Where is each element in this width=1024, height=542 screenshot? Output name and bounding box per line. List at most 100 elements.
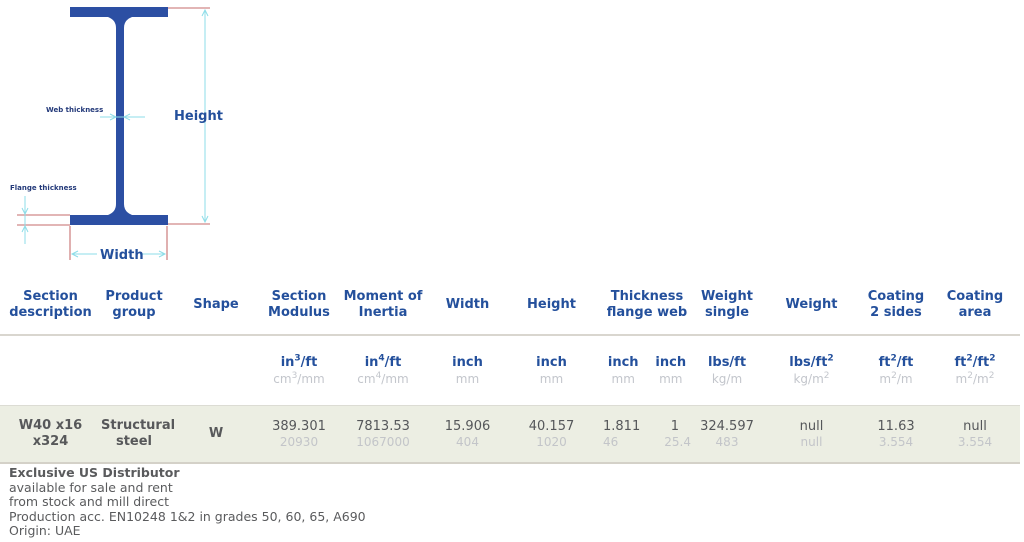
height-label: Height bbox=[174, 109, 223, 124]
coating-area-imperial-value: null bbox=[963, 418, 987, 434]
unit-thickness-flange-metric: mm bbox=[611, 371, 635, 386]
header-weight-single: Weight single bbox=[693, 276, 761, 336]
cell-shape: W bbox=[167, 405, 265, 464]
unit-thickness-flange-imperial: inch bbox=[607, 354, 639, 370]
width-metric-value: 404 bbox=[456, 434, 479, 449]
cell-thickness: 1.811 46 1 25.4 bbox=[601, 405, 693, 464]
fillet-top-left bbox=[108, 17, 116, 28]
weight-metric-value: null bbox=[800, 434, 823, 449]
cell-weight-single: 324.597 483 bbox=[693, 405, 761, 464]
shape-value: W bbox=[208, 426, 224, 441]
unit-shape bbox=[167, 335, 265, 406]
notes-line: from stock and mill direct bbox=[9, 494, 170, 510]
unit-width-imperial: inch bbox=[452, 354, 483, 370]
web-arrow-right bbox=[122, 113, 131, 121]
unit-weight-single-metric: kg/m bbox=[711, 371, 743, 386]
distributor-notes: Exclusive US Distributor available for s… bbox=[9, 465, 366, 539]
unit-moment-of-inertia-imperial: in4/ft bbox=[364, 353, 402, 370]
coating-area-metric-value: 3.554 bbox=[957, 434, 993, 449]
cell-weight: null null bbox=[761, 405, 862, 464]
thickness-flange-imperial-value: 1.811 bbox=[603, 418, 641, 434]
height-metric-value: 1020 bbox=[536, 434, 567, 449]
notes-title: Exclusive US Distributor bbox=[9, 465, 180, 480]
beam-diagram: Height Web thickness Flange thickness Wi… bbox=[0, 0, 240, 268]
unit-thickness-web-imperial: inch bbox=[655, 354, 687, 370]
unit-width-metric: mm bbox=[455, 371, 480, 386]
unit-weight-single-imperial: lbs/ft bbox=[707, 354, 747, 370]
unit-thickness: inch mm inch mm bbox=[601, 335, 693, 406]
unit-thickness-web-metric: mm bbox=[659, 371, 683, 386]
header-height: Height bbox=[502, 276, 601, 336]
weight-single-imperial-value: 324.597 bbox=[700, 418, 754, 434]
unit-section-modulus: in3/ft cm3/mm bbox=[265, 335, 333, 406]
unit-section-description bbox=[0, 335, 101, 406]
flange-arrow-top bbox=[21, 207, 29, 216]
thickness-flange-metric-value: 46 bbox=[603, 434, 619, 449]
flange-arrow-bottom bbox=[21, 224, 29, 233]
coating-2-sides-metric-value: 3.554 bbox=[878, 434, 914, 449]
top-flange bbox=[70, 7, 168, 17]
unit-coating-area: ft2/ft2 m2/m2 bbox=[930, 335, 1020, 406]
unit-height: inch mm bbox=[502, 335, 601, 406]
unit-weight-single: lbs/ft kg/m bbox=[693, 335, 761, 406]
header-row: Section description Product group Shape … bbox=[0, 276, 1020, 336]
thickness-web-imperial-value: 1 bbox=[670, 418, 679, 434]
cell-section-description: W40 x16 x324 bbox=[0, 405, 101, 464]
header-weight: Weight bbox=[761, 276, 862, 336]
web-core bbox=[116, 17, 124, 215]
moment-of-inertia-metric-value: 1067000 bbox=[356, 434, 410, 449]
header-product-group: Product group bbox=[101, 276, 167, 336]
section-description-value: W40 x16 x324 bbox=[18, 418, 83, 449]
header-width: Width bbox=[433, 276, 502, 336]
unit-moment-of-inertia-metric: cm4/mm bbox=[357, 370, 409, 386]
unit-coating-2-sides: ft2/ft m2/m bbox=[862, 335, 930, 406]
cell-height: 40.157 1020 bbox=[502, 405, 601, 464]
unit-row: in3/ft cm3/mm in4/ft cm4/mm inch mm inch… bbox=[0, 335, 1020, 406]
notes-line: available for sale and rent bbox=[9, 479, 173, 495]
fillet-bottom-right bbox=[124, 204, 132, 215]
fillet-top-right bbox=[124, 17, 132, 28]
height-arrow-bottom bbox=[201, 215, 209, 224]
weight-imperial-value: null bbox=[799, 418, 824, 434]
unit-coating-area-metric: m2/m2 bbox=[955, 370, 995, 386]
table-row: W40 x16 x324 Structural steel W 389.301 … bbox=[0, 405, 1020, 464]
header-coating-area: Coating area bbox=[930, 276, 1020, 336]
unit-height-imperial: inch bbox=[536, 354, 567, 370]
unit-weight-metric: kg/m2 bbox=[793, 370, 830, 386]
unit-coating-area-imperial: ft2/ft2 bbox=[954, 353, 996, 370]
product-group-value: Structural steel bbox=[101, 418, 176, 449]
header-coating-2-sides: Coating 2 sides bbox=[862, 276, 930, 336]
cell-width: 15.906 404 bbox=[433, 405, 502, 464]
bottom-flange bbox=[70, 215, 168, 225]
i-beam-drawing: Height Web thickness Flange thickness Wi… bbox=[10, 7, 223, 263]
notes-line: Origin: UAE bbox=[9, 523, 81, 539]
cell-moment-of-inertia: 7813.53 1067000 bbox=[333, 405, 433, 464]
unit-width: inch mm bbox=[433, 335, 502, 406]
unit-product-group bbox=[101, 335, 167, 406]
width-label: Width bbox=[100, 248, 144, 263]
header-section-modulus: Section Modulus bbox=[265, 276, 333, 336]
fillet-bottom-left bbox=[108, 204, 116, 215]
width-arrow-left bbox=[70, 250, 79, 258]
moment-of-inertia-imperial-value: 7813.53 bbox=[356, 418, 410, 434]
section-modulus-metric-value: 20930 bbox=[279, 434, 319, 449]
coating-2-sides-imperial-value: 11.63 bbox=[877, 418, 915, 434]
unit-moment-of-inertia: in4/ft cm4/mm bbox=[333, 335, 433, 406]
unit-weight-imperial: lbs/ft2 bbox=[789, 353, 834, 370]
specification-table: Section description Product group Shape … bbox=[0, 276, 1020, 464]
notes-line: Production acc. EN10248 1&2 in grades 50… bbox=[9, 508, 366, 524]
cell-coating-2-sides: 11.63 3.554 bbox=[862, 405, 930, 464]
unit-coating-2-sides-metric: m2/m bbox=[879, 370, 913, 386]
unit-height-metric: mm bbox=[539, 371, 564, 386]
unit-weight: lbs/ft2 kg/m2 bbox=[761, 335, 862, 406]
height-arrow-top bbox=[201, 8, 209, 17]
height-imperial-value: 40.157 bbox=[528, 418, 575, 434]
web-arrow-left bbox=[109, 113, 118, 121]
cell-product-group: Structural steel bbox=[101, 405, 176, 464]
cell-section-modulus: 389.301 20930 bbox=[265, 405, 333, 464]
width-imperial-value: 15.906 bbox=[444, 418, 491, 434]
unit-coating-2-sides-imperial: ft2/ft bbox=[878, 353, 914, 370]
section-modulus-imperial-value: 389.301 bbox=[272, 418, 326, 434]
header-section-description: Section description bbox=[0, 276, 101, 336]
unit-section-modulus-metric: cm3/mm bbox=[273, 370, 325, 386]
